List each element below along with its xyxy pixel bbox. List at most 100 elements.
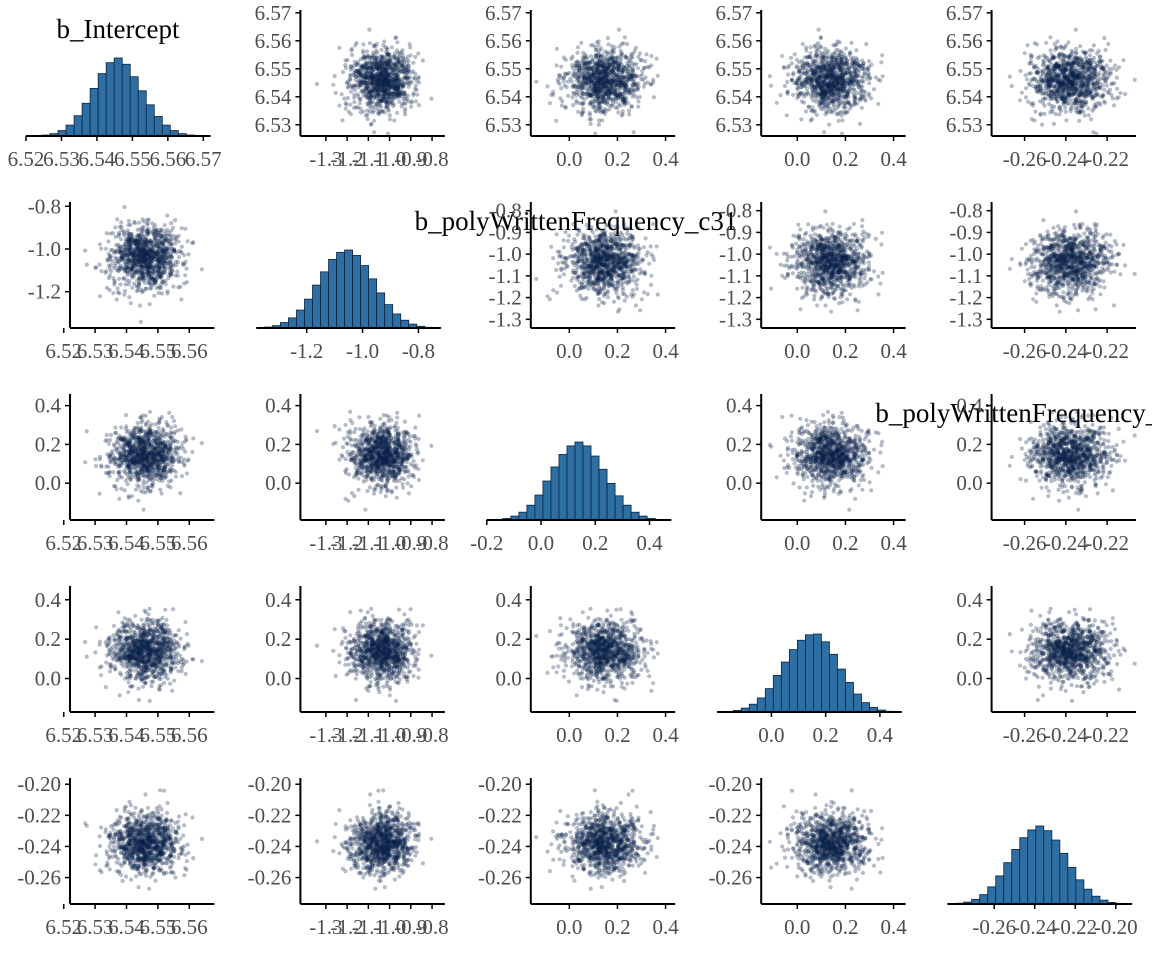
scatter-point [380,84,385,89]
scatter-point [175,269,180,274]
scatter-point [373,64,378,69]
scatter-point [371,83,376,88]
scatter-point [140,267,145,273]
scatter-point [127,295,132,300]
scatter-point [621,97,626,102]
scatter-point [128,301,133,306]
scatter-point [1044,40,1049,46]
scatter-point [786,72,791,77]
scatter-point [818,35,824,40]
scatter-point [374,60,380,65]
scatter-point [787,63,792,68]
scatter-point [597,48,603,53]
scatter-point [1115,86,1120,91]
scatter-point [383,92,388,97]
scatter-point [367,90,372,95]
scatter-point [367,65,372,70]
scatter-point [623,66,628,71]
scatter-point [168,237,173,242]
scatter-point [379,72,384,77]
scatter-point [108,254,113,259]
scatter-point [829,54,834,59]
scatter-point [386,52,391,57]
scatter-point [391,54,396,59]
scatter-point [429,96,434,101]
scatter-point [587,117,592,122]
scatter-point [396,55,402,60]
scatter-point [411,91,416,96]
scatter-point [824,59,829,64]
scatter-point [383,45,388,50]
scatter-point [400,58,405,64]
scatter-point [389,64,394,69]
scatter-point [1077,57,1082,63]
scatter-point [866,59,872,64]
scatter-point [356,94,361,99]
scatter-point [392,83,397,88]
scatter-point [395,110,400,115]
scatter-point [134,283,139,288]
scatter-point [769,83,774,88]
x-tick-label: -0.24 [1044,147,1088,171]
scatter-point [636,104,641,109]
scatter-point [1108,58,1113,63]
scatter-point [406,76,411,81]
scatter-point [856,70,861,75]
scatter-point [381,61,386,66]
scatter-point [1086,80,1091,85]
scatter-point [1079,99,1084,104]
scatter-point [1114,96,1119,101]
scatter-point [384,70,389,75]
scatter-point [364,60,370,65]
scatter-point [605,75,610,81]
scatter-point [381,96,386,101]
scatter-point [1063,105,1068,110]
scatter-point [596,122,602,127]
scatter-point [371,87,376,92]
scatter-point [383,68,388,73]
scatter-panel-b_polyWrittenFrequency_c33-vs-b_Intercept: 6.536.546.556.566.570.0 0.2 0.4 [715,1,907,171]
scatter-point [375,88,380,94]
scatter-point [1055,99,1060,104]
scatter-point [370,77,375,82]
y-tick-label: 6.57 [946,1,983,25]
scatter-point [353,78,358,83]
scatter-point [833,87,838,92]
scatter-point [1035,66,1040,71]
scatter-point [134,288,139,294]
scatter-point [810,87,815,93]
scatter-point [115,217,120,222]
scatter-point [789,78,795,83]
scatter-point [601,95,606,100]
scatter-point [337,103,342,108]
scatter-point [132,272,137,277]
scatter-point [644,52,649,57]
scatter-point [1097,58,1102,63]
scatter-point [1073,46,1079,51]
scatter-point [559,64,564,69]
scatter-point [99,246,104,251]
scatter-point [801,91,806,96]
scatter-point [630,68,636,74]
scatter-point [374,48,379,54]
scatter-point [586,71,591,76]
scatter-point [814,89,819,95]
scatter-point [801,83,806,88]
scatter-point [393,88,398,93]
scatter-point [1110,96,1115,101]
scatter-point [409,104,414,109]
scatter-point [408,53,413,58]
scatter-point [398,69,403,74]
scatter-point [357,69,362,74]
scatter-point [832,99,837,104]
scatter-point [396,85,401,90]
scatter-point [365,112,370,117]
scatter-point [880,74,885,79]
scatter-point [1036,79,1041,85]
scatter-point [360,80,365,85]
scatter-point [352,95,357,100]
y-tick-label: 6.55 [946,57,983,81]
scatter-point [348,89,354,94]
scatter-point [362,75,367,80]
scatter-point [357,101,362,106]
